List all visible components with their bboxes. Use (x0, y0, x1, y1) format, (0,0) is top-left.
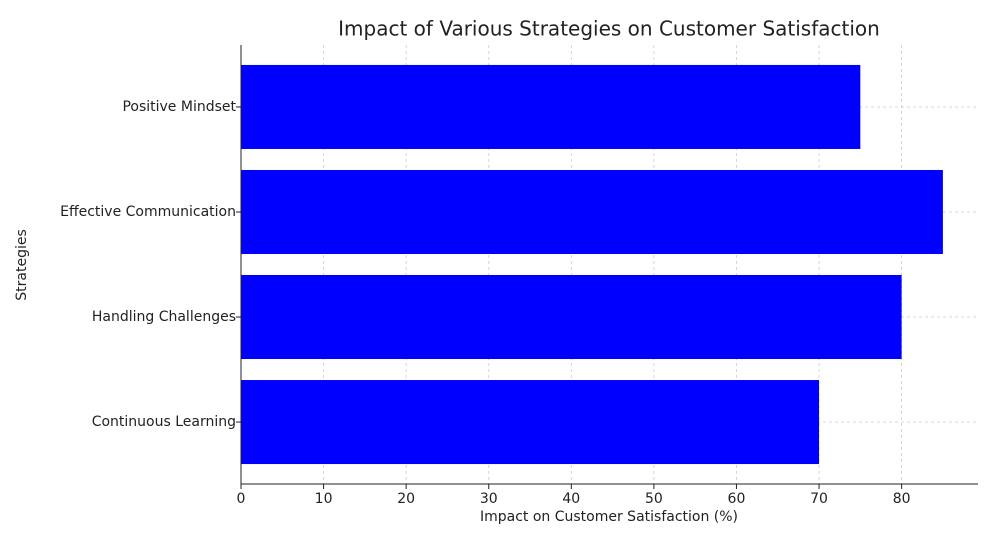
y-tick-label: Positive Mindset (122, 99, 236, 115)
y-tick-label: Continuous Learning (92, 414, 236, 430)
x-tick-label: 70 (810, 491, 828, 507)
y-axis-label: Strategies (14, 229, 30, 301)
bar (241, 64, 861, 149)
x-tick-label: 50 (645, 491, 663, 507)
x-tick-label: 40 (562, 491, 580, 507)
x-tick-label: 80 (893, 491, 911, 507)
x-tick-label: 0 (237, 491, 246, 507)
bar (241, 380, 820, 465)
x-tick-label: 30 (480, 491, 498, 507)
x-tick-label: 20 (397, 491, 415, 507)
x-tick-label: 60 (728, 491, 746, 507)
y-tick-label: Handling Challenges (92, 309, 236, 325)
x-tick-label: 10 (315, 491, 333, 507)
x-axis-label: Impact on Customer Satisfaction (%) (480, 509, 738, 525)
y-tick-label: Effective Communication (60, 204, 236, 220)
chart-title: Impact of Various Strategies on Customer… (338, 17, 880, 41)
bar (241, 275, 902, 360)
bar (241, 169, 943, 254)
